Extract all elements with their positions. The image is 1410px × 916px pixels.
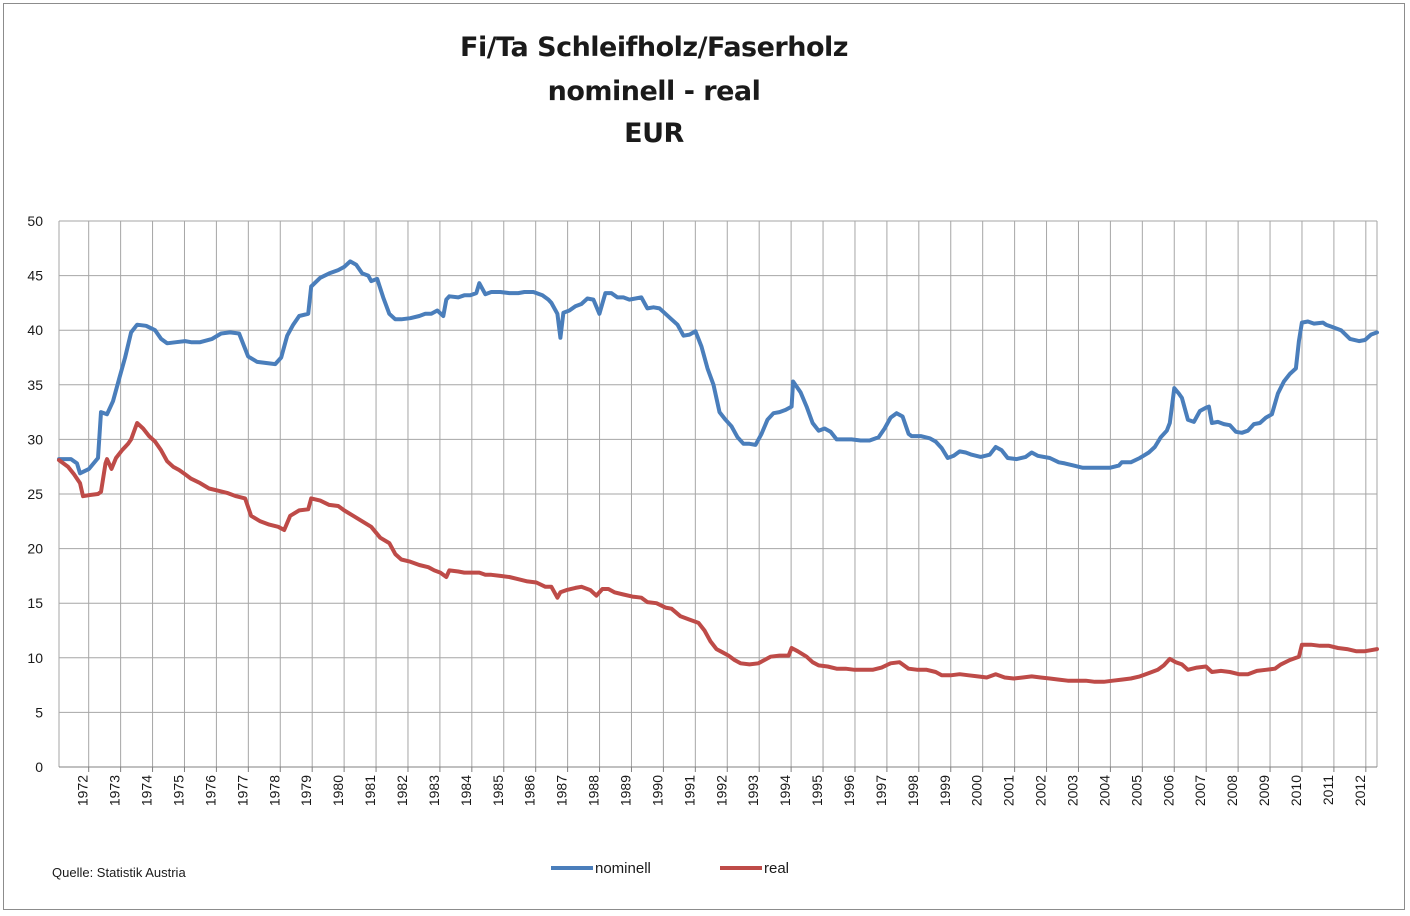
x-tick-label: 2004	[1096, 775, 1112, 806]
x-tick-label: 1978	[266, 775, 282, 806]
y-tick-label: 20	[27, 541, 43, 557]
x-tick-label: 1992	[713, 775, 729, 806]
x-tick-label: 1994	[777, 775, 793, 806]
x-tick-label: 1977	[234, 775, 250, 806]
y-tick-label: 50	[27, 213, 43, 229]
y-tick-label: 25	[27, 486, 43, 502]
x-tick-label: 1995	[809, 775, 825, 806]
x-tick-label: 1988	[586, 775, 602, 806]
x-tick-label: 1979	[298, 775, 314, 806]
x-tick-label: 1974	[139, 775, 155, 806]
series-line-real	[57, 421, 1379, 684]
x-tick-label: 1998	[905, 775, 921, 806]
x-tick-label: 1981	[362, 775, 378, 806]
x-tick-label: 1986	[522, 775, 538, 806]
x-tick-label: 2008	[1224, 775, 1240, 806]
x-tick-label: 1976	[202, 775, 218, 806]
y-tick-label: 10	[27, 650, 43, 666]
y-tick-label: 45	[27, 268, 43, 284]
y-tick-label: 40	[27, 322, 43, 338]
x-tick-label: 1983	[426, 775, 442, 806]
x-tick-label: 1990	[649, 775, 665, 806]
legend-swatch-real	[720, 866, 762, 871]
x-tick-label: 1999	[937, 775, 953, 806]
x-tick-label: 2001	[1001, 775, 1017, 806]
legend-item-real: real	[720, 860, 789, 877]
legend-label-nominell: nominell	[595, 860, 651, 877]
legend-label-real: real	[764, 860, 790, 877]
x-tick-label: 2006	[1160, 775, 1176, 806]
x-tick-label: 1985	[490, 775, 506, 806]
x-tick-label: 2005	[1128, 775, 1144, 806]
x-tick-label: 1987	[554, 775, 570, 806]
x-tick-label: 1997	[873, 775, 889, 806]
y-tick-label: 0	[35, 759, 43, 775]
x-tick-label: 2012	[1352, 775, 1368, 806]
series-line-nominell	[57, 259, 1379, 476]
x-tick-label: 2003	[1064, 775, 1080, 806]
x-tick-label: 2000	[969, 775, 985, 806]
x-tick-label: 2007	[1192, 775, 1208, 806]
chart-title-line-2: nominell - real	[547, 76, 761, 107]
x-tick-label: 1993	[745, 775, 761, 806]
chart-frame	[3, 3, 1405, 910]
x-tick-label: 1973	[107, 775, 123, 806]
x-tick-label: 1975	[170, 775, 186, 806]
x-tick-label: 2009	[1256, 775, 1272, 806]
x-tick-label: 1989	[617, 775, 633, 806]
y-tick-label: 5	[35, 704, 43, 720]
x-tick-label: 1980	[330, 775, 346, 806]
x-tick-label: 1982	[394, 775, 410, 806]
x-tick-label: 2002	[1033, 775, 1049, 806]
chart-title-line-1: Fi/Ta Schleifholz/Faserholz	[460, 32, 848, 63]
chart-title-line-3: EUR	[624, 118, 684, 149]
x-tick-label: 1972	[75, 775, 91, 806]
legend-item-nominell: nominell	[551, 860, 651, 877]
x-tick-label: 2010	[1288, 775, 1304, 806]
x-tick-label: 2011	[1320, 775, 1336, 805]
x-tick-label: 1996	[841, 775, 857, 806]
x-tick-label: 1991	[681, 775, 697, 806]
legend-swatch-nominell	[551, 866, 593, 871]
x-tick-label: 1984	[458, 775, 474, 806]
y-tick-label: 15	[27, 595, 43, 611]
y-tick-label: 30	[27, 431, 43, 447]
source-note: Quelle: Statistik Austria	[52, 865, 186, 880]
y-tick-label: 35	[27, 377, 43, 393]
